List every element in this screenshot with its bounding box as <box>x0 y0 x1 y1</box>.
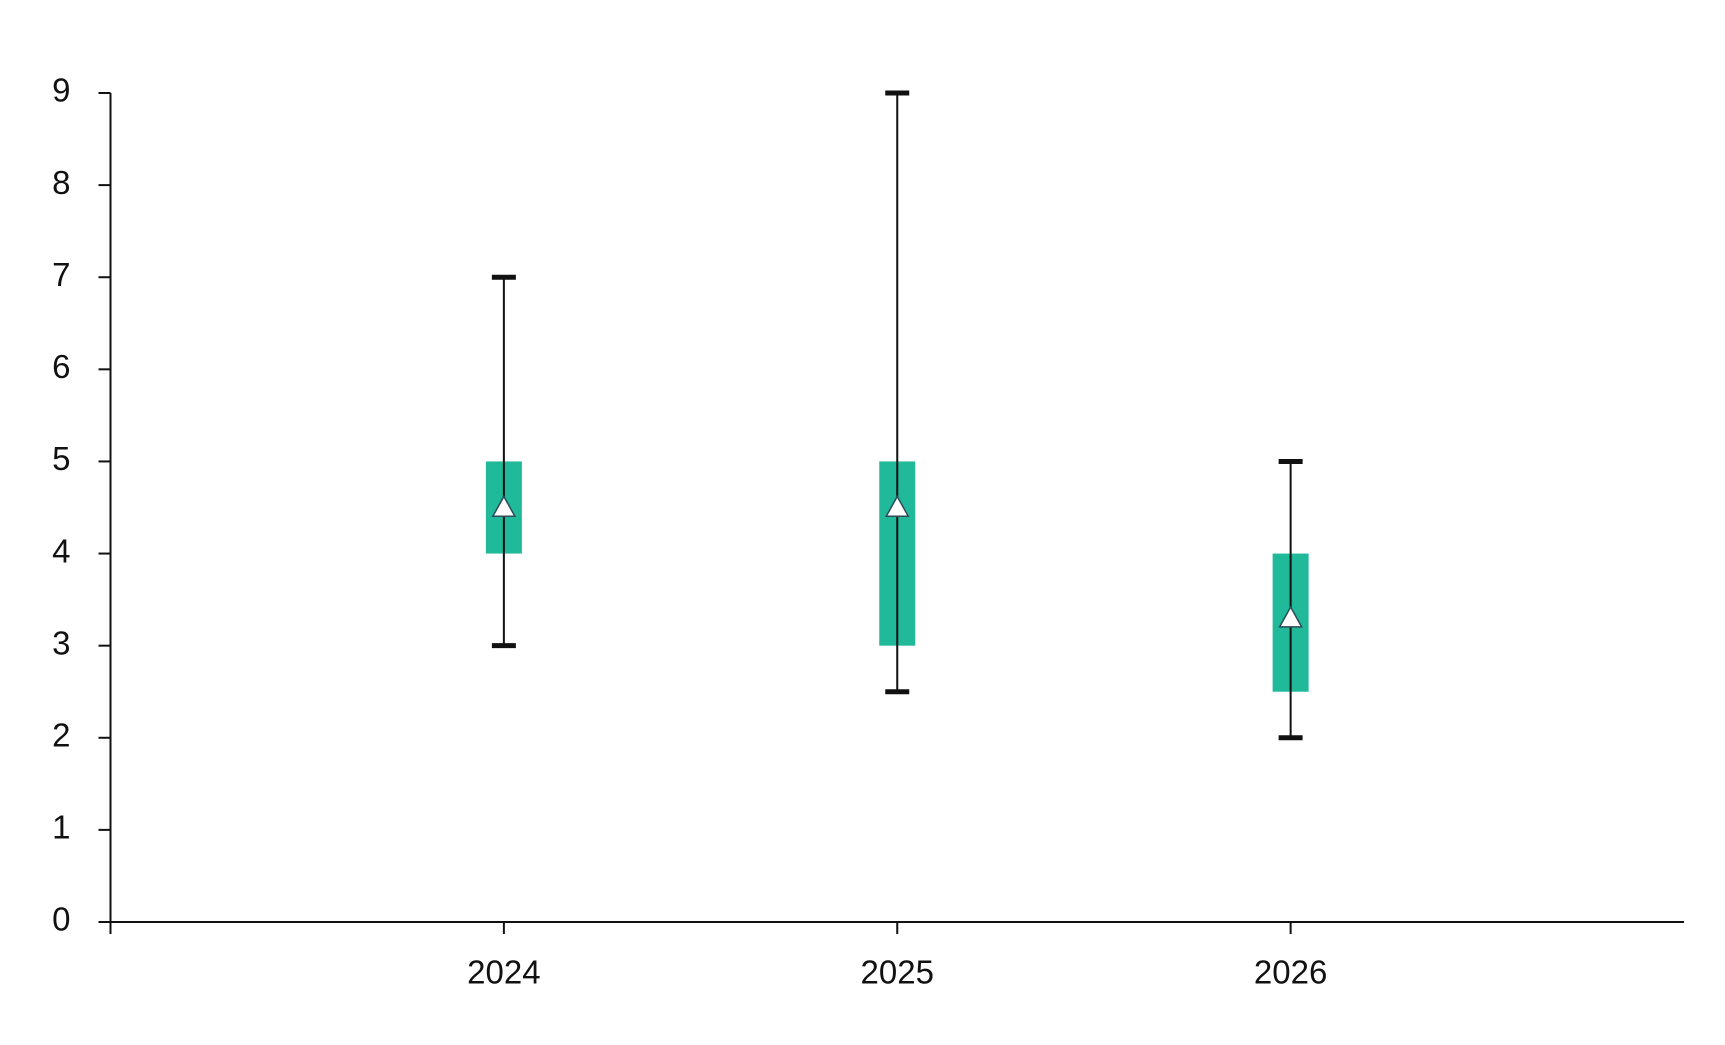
y-tick-label: 9 <box>52 72 70 109</box>
y-tick-label: 1 <box>52 809 70 846</box>
mean-marker <box>1278 605 1303 628</box>
y-tick-label: 6 <box>52 348 70 385</box>
x-tick-label: 2026 <box>1254 954 1327 991</box>
x-tick-label: 2024 <box>467 954 540 991</box>
y-tick-label: 0 <box>52 901 70 938</box>
y-tick-label: 4 <box>52 532 70 569</box>
y-tick-label: 5 <box>52 440 70 477</box>
y-tick-label: 7 <box>52 256 70 293</box>
y-tick-label: 2 <box>52 716 70 753</box>
mean-marker <box>491 494 517 518</box>
x-tick-label: 2025 <box>861 954 934 991</box>
y-tick-label: 8 <box>52 164 70 201</box>
y-tick-label: 3 <box>52 624 70 661</box>
mean-marker <box>884 494 910 518</box>
